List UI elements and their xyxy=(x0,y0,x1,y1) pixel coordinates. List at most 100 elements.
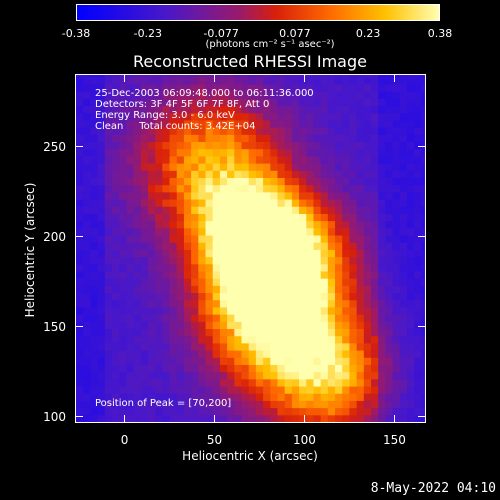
heatmap-cell xyxy=(90,278,99,286)
heatmap-cell xyxy=(407,141,415,150)
heatmap-cell xyxy=(299,342,307,351)
heatmap-cell xyxy=(335,371,343,380)
heatmap-cell xyxy=(335,342,343,351)
heatmap-cell xyxy=(104,184,113,193)
heatmap-cell xyxy=(227,328,235,337)
heatmap-cell xyxy=(342,393,350,401)
heatmap-cell xyxy=(320,235,329,243)
heatmap-cell xyxy=(407,119,415,128)
heatmap-cell xyxy=(306,364,314,373)
heatmap-cell xyxy=(299,155,307,164)
heatmap-cell xyxy=(255,270,264,279)
heatmap-cell xyxy=(176,199,185,207)
heatmap-cell xyxy=(327,75,336,78)
heatmap-cell xyxy=(119,270,127,279)
heatmap-cell xyxy=(234,378,243,387)
heatmap-cell xyxy=(241,75,250,78)
heatmap-cell xyxy=(227,242,235,250)
heatmap-cell xyxy=(119,98,127,107)
heatmap-cell xyxy=(363,364,372,373)
heatmap-cell xyxy=(277,119,286,128)
heatmap-cell xyxy=(176,91,185,99)
heatmap-cell xyxy=(198,292,207,301)
heatmap-cell xyxy=(306,184,314,193)
heatmap-cell xyxy=(176,76,185,85)
heatmap-cell xyxy=(147,227,156,236)
heatmap-cell xyxy=(155,299,163,308)
heatmap-cell xyxy=(234,177,243,186)
heatmap-cell xyxy=(155,177,163,186)
heatmap-cell xyxy=(363,400,372,409)
heatmap-cell xyxy=(241,306,250,315)
heatmap-cell xyxy=(104,407,113,416)
heatmap-cell xyxy=(363,235,372,243)
heatmap-cell xyxy=(284,134,293,143)
heatmap-cell xyxy=(133,400,142,409)
heatmap-cell xyxy=(299,75,307,78)
heatmap-cell xyxy=(140,335,149,344)
heatmap-cell xyxy=(270,249,278,258)
heatmap-cell xyxy=(248,263,257,272)
heatmap-cell xyxy=(270,119,278,128)
heatmap-cell xyxy=(176,242,185,250)
heatmap-cell xyxy=(399,407,408,416)
heatmap-cell xyxy=(133,364,142,373)
heatmap-cell xyxy=(407,292,415,301)
heatmap-cell xyxy=(234,357,243,365)
heatmap-cell xyxy=(392,357,401,365)
heatmap-cell xyxy=(342,98,350,107)
heatmap-cell xyxy=(176,314,185,322)
heatmap-cell xyxy=(227,213,235,222)
heatmap-cell xyxy=(126,285,135,294)
heatmap-cell xyxy=(349,155,358,164)
heatmap-cell xyxy=(111,112,120,121)
heatmap-cell xyxy=(76,235,84,243)
heatmap-cell xyxy=(176,155,185,164)
heatmap-cell xyxy=(291,119,300,128)
heatmap-cell xyxy=(212,119,221,128)
heatmap-cell xyxy=(183,170,192,178)
heatmap-cell xyxy=(306,213,314,222)
heatmap-cell xyxy=(162,386,171,394)
heatmap-cell xyxy=(407,163,415,171)
heatmap-cell xyxy=(277,127,286,135)
heatmap-cell xyxy=(183,235,192,243)
heatmap-cell xyxy=(248,141,257,150)
heatmap-cell xyxy=(399,314,408,322)
heatmap-cell xyxy=(378,285,386,294)
heatmap-cell xyxy=(363,256,372,265)
heatmap-cell xyxy=(198,414,207,422)
heatmap-cell xyxy=(248,83,257,92)
heatmap-cell xyxy=(169,134,178,143)
heatmap-cell xyxy=(291,127,300,135)
heatmap-cell xyxy=(83,112,91,121)
heatmap-cell xyxy=(227,306,235,315)
heatmap-cell xyxy=(399,220,408,229)
heatmap-cell xyxy=(76,134,84,143)
heatmap-cell xyxy=(277,306,286,315)
heatmap-cell xyxy=(320,83,329,92)
heatmap-cell xyxy=(198,400,207,409)
heatmap-cell xyxy=(327,278,336,286)
heatmap-cell xyxy=(241,141,250,150)
heatmap-cell xyxy=(378,414,386,422)
heatmap-cell xyxy=(385,414,394,422)
heatmap-cell xyxy=(140,378,149,387)
heatmap-cell xyxy=(97,407,106,416)
heatmap-cell xyxy=(169,278,178,286)
heatmap-cell xyxy=(111,263,120,272)
heatmap-cell xyxy=(76,306,84,315)
heatmap-cell xyxy=(349,127,358,135)
heatmap-cell xyxy=(399,371,408,380)
heatmap-cell xyxy=(378,213,386,222)
heatmap-cell xyxy=(327,206,336,214)
heatmap-cell xyxy=(263,256,271,265)
heatmap-cell xyxy=(342,414,350,422)
heatmap-cell xyxy=(155,163,163,171)
heatmap-cell xyxy=(356,213,365,222)
heatmap-cell xyxy=(140,364,149,373)
heatmap-cell xyxy=(183,321,192,330)
heatmap-cell xyxy=(248,191,257,200)
heatmap-cell xyxy=(140,386,149,394)
heatmap-cell xyxy=(83,213,91,222)
